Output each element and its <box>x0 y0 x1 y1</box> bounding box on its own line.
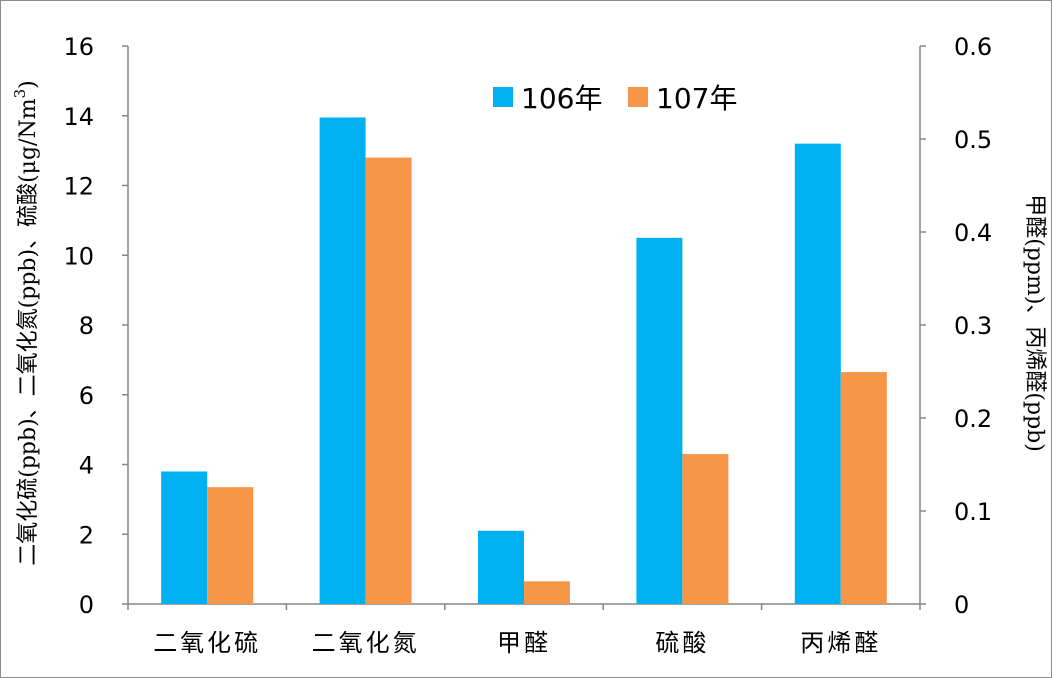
category-label: 二氧化硫 <box>153 629 261 657</box>
y-left-tick-label: 8 <box>79 312 94 340</box>
y-left-tick-label: 4 <box>79 452 94 480</box>
legend-label-106: 106年 <box>521 82 602 115</box>
legend-label-107: 107年 <box>656 82 737 115</box>
bar-106-1 <box>319 117 366 605</box>
y-axis-left-title: 二氧化硫(ppb)、二氧化氮(ppb)、硫酸(μg/Nm3) <box>11 80 41 565</box>
y-right-tick-label: 0.3 <box>954 312 992 340</box>
y-left-tick-label: 6 <box>79 382 94 410</box>
category-label: 甲醛 <box>497 629 551 657</box>
y-left-tick-label: 0 <box>79 591 94 619</box>
category-label: 二氧化氮 <box>312 629 420 657</box>
y-left-tick-label: 16 <box>63 33 94 61</box>
legend: 106年 107年 <box>493 82 737 115</box>
bar-107-3 <box>682 454 729 604</box>
y-left-tick-label: 12 <box>63 173 94 201</box>
y-left-tick-label: 10 <box>63 242 94 270</box>
bar-106-0 <box>161 471 208 604</box>
bar-106-2 <box>478 530 524 604</box>
legend-swatch-107 <box>628 87 648 107</box>
y-right-tick-label: 0.1 <box>954 498 992 526</box>
y-left-tick-label: 2 <box>79 521 94 549</box>
y-right-tick-label: 0 <box>954 591 969 619</box>
category-label: 硫酸 <box>655 629 709 657</box>
bar-107-4 <box>840 372 887 604</box>
bars <box>161 117 887 605</box>
bar-106-3 <box>636 237 683 604</box>
category-label: 丙烯醛 <box>800 629 881 657</box>
y-right-tick-label: 0.2 <box>954 405 992 433</box>
y-right-tick-label: 0.4 <box>954 219 992 247</box>
legend-swatch-106 <box>493 87 513 107</box>
y-left-tick-label: 14 <box>63 103 94 131</box>
bar-107-1 <box>365 157 412 604</box>
bar-107-0 <box>207 487 254 604</box>
y-right-tick-label: 0.6 <box>954 33 992 61</box>
y-axis-right-title: 甲醛(ppm)、丙烯醛(ppb) <box>1022 194 1047 452</box>
y-right-tick-label: 0.5 <box>954 126 992 154</box>
category-labels: 二氧化硫 二氧化氮 甲醛 硫酸 丙烯醛 <box>153 629 881 657</box>
tick-labels: 0 2 4 6 8 10 12 14 16 0 0.1 0.2 0.3 0.4 0.5 0.6 <box>63 33 992 619</box>
bar-106-4 <box>794 143 841 604</box>
bar-107-2 <box>524 581 570 604</box>
